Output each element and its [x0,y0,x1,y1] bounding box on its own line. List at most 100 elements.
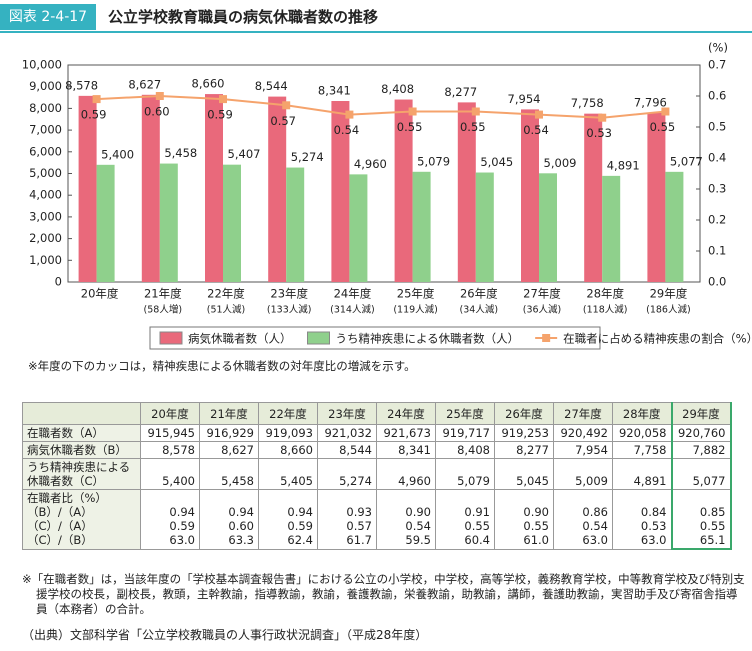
x-tick-label: 23年度 [270,287,308,301]
x-tick-label: 22年度 [207,287,245,301]
table-cell: 920,058 [612,424,672,442]
y2-tick-label: 0.6 [708,89,726,103]
cell-value: 5,405 [280,474,313,488]
cell-spacer [440,460,490,474]
cell-spacer [322,491,372,505]
bar-value-label: 5,407 [228,147,261,161]
line-marker [598,113,607,122]
cell-spacer [617,460,667,474]
cell-value: 0.59 [169,519,195,534]
cell-value: 61.7 [346,533,372,548]
cell-spacer [263,460,313,474]
cell-value: 0.90 [523,505,549,520]
column-header: 22年度 [258,402,318,425]
table-row: うち精神疾患による 休職者数（C） 5,400 5,458 5,405 5,274… [22,458,732,490]
bar-value-label: 7,796 [634,95,667,109]
footnote: ※「在職者数」は，当該年度の「学校基本調査報告書」における公立の小学校，中学校，… [22,572,745,616]
cell-value: 8,408 [457,443,490,457]
line-marker [661,107,670,116]
cell-value: 8,578 [162,443,195,457]
line-marker [92,95,101,104]
cell-value: 920,492 [560,426,608,440]
cell-value: 0.54 [405,519,431,534]
bar-value-label: 5,077 [670,154,703,168]
cell-value: 0.94 [287,505,313,520]
column-header: 28年度 [612,402,672,425]
y2-tick-label: 0.1 [708,244,726,258]
table-cell: 5,045 [494,458,554,490]
bar-value-label: 5,400 [101,147,134,161]
bar-value-label: 8,341 [318,84,351,98]
cell-value: 7,758 [633,443,667,457]
cell-value: 0.84 [640,505,667,520]
bar-value-label: 8,627 [128,77,161,91]
line-marker [345,110,354,119]
y-tick-label: 2,000 [29,231,62,245]
cell-value: 0.53 [640,519,667,534]
figure-title: 公立学校教育職員の病気休職者数の推移 [108,8,379,26]
table-cell: 5,079 [435,458,495,490]
data-table: 20年度 21年度 22年度 23年度 24年度 25年度 26年度 27年度 28年度 29年度… [22,402,732,550]
y-tick-label: 8,000 [29,101,62,115]
bar [268,96,287,282]
cell-value: 63.3 [228,533,254,548]
row-label-line: 病気休職者数（B） [27,443,127,457]
figure-badge: 図表 2-4-17 [0,4,96,30]
cell-value: 0.93 [346,505,372,520]
y2-tick-label: 0.7 [708,58,726,72]
line-value-label: 0.54 [523,123,549,137]
row-label-line: （B）/（A） [27,505,93,519]
cell-value: 7,882 [692,443,726,457]
bar-value-label: 7,954 [508,92,541,106]
cell-value: 0.60 [228,519,254,534]
bar-value-label: 8,277 [444,85,477,99]
table-cell: 8,341 [376,441,436,459]
x-tick-note: (51人減) [207,304,246,316]
cell-value: 0.85 [699,505,726,519]
table-cell: 7,954 [553,441,613,459]
cell-spacer [381,460,431,474]
table-row: 在職者比（%） （B）/（A） （C）/（A） （C）/（B） 0.94 0.59 63.… [22,489,732,550]
cell-value: 0.55 [464,519,490,534]
cell-value: 921,673 [383,426,431,440]
table-cell: 0.86 0.54 63.0 [553,489,613,550]
y-tick-label: 0 [55,275,62,289]
cell-value: 915,945 [147,426,195,440]
x-tick-label: 25年度 [397,287,435,301]
cell-spacer [499,460,549,474]
y-tick-label: 6,000 [29,144,62,158]
x-tick-note: (133人減) [267,304,312,316]
x-tick-note: (118人減) [583,304,628,316]
cell-value: 0.55 [523,519,549,534]
bar [205,94,223,282]
line-value-label: 0.55 [650,120,676,134]
bar [412,171,431,282]
row-label-line: 在職者比（%） [27,491,107,505]
table-cell: 0.84 0.53 63.0 [612,489,672,550]
cell-value: 5,274 [339,474,372,488]
x-tick-label: 29年度 [650,287,688,301]
bar-value-label: 4,891 [607,158,640,172]
row-label-line: 在職者数（A） [27,426,104,440]
column-header: 29年度 [670,402,732,425]
cell-spacer [499,491,549,505]
table-cell: 0.93 0.57 61.7 [317,489,377,550]
bar-value-label: 5,079 [417,154,450,168]
cell-spacer [381,491,431,505]
table-row: 在職者数（A） 915,945 916,929 919,093 921,032 921,6… [22,424,732,442]
cell-value: 60.4 [464,533,490,548]
line-value-label: 0.60 [144,105,170,119]
x-tick-label: 24年度 [334,287,372,301]
cell-value: 8,341 [398,443,431,457]
bar [286,167,305,282]
line-value-label: 0.53 [586,126,612,140]
cell-spacer [204,460,254,474]
header-row: 20年度 21年度 22年度 23年度 24年度 25年度 26年度 27年度 28年度 29年度 [22,402,732,425]
cell-spacer [558,491,608,505]
column-header: 26年度 [494,402,554,425]
bar-value-label: 8,544 [255,79,288,93]
table-cell: 0.85 0.55 65.1 [670,489,732,550]
cell-value: 920,760 [677,426,726,440]
cell-value: 8,544 [339,443,372,457]
legend-label: 在職者に占める精神疾患の割合（%） [563,332,752,346]
